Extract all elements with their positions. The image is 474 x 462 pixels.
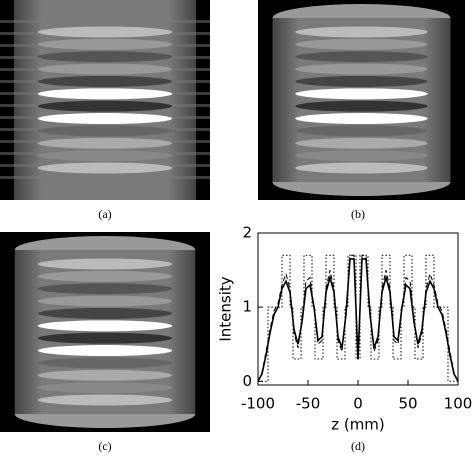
disk	[295, 51, 428, 63]
caption: (a)	[98, 207, 111, 221]
disk	[37, 345, 173, 357]
image-a	[0, 0, 210, 200]
disk	[295, 88, 428, 100]
disk	[37, 150, 173, 162]
x-tick-label: 100	[444, 395, 473, 413]
disk	[37, 75, 173, 87]
line-chart: -100 -50 0 50 100 0 1 2 z (mm) Intensity	[217, 224, 473, 434]
disk	[37, 63, 173, 75]
disk	[37, 113, 173, 125]
disk	[295, 125, 428, 137]
disk	[295, 137, 428, 149]
disk	[37, 394, 173, 406]
disk	[37, 283, 173, 295]
disk	[37, 125, 173, 137]
disk	[295, 26, 428, 38]
disk	[37, 88, 173, 100]
series-line	[258, 254, 458, 382]
streak	[0, 20, 210, 23]
disk	[37, 320, 173, 332]
disk	[37, 332, 173, 344]
series-line	[257, 254, 459, 382]
disk	[37, 137, 173, 149]
caption: (d)	[351, 439, 365, 453]
disk	[37, 162, 173, 174]
caption: (b)	[351, 207, 365, 221]
disk	[37, 382, 173, 394]
disk	[37, 307, 173, 319]
image-b	[258, 0, 465, 200]
y-tick-label: 1	[242, 298, 252, 316]
plot-frame	[257, 232, 459, 386]
disk	[37, 100, 173, 112]
disk	[295, 75, 428, 87]
y-tick-label: 2	[242, 224, 252, 242]
y-tick-label: 0	[242, 372, 252, 390]
x-tick-label: 0	[353, 395, 363, 413]
series-line	[257, 258, 459, 382]
disk	[37, 51, 173, 63]
streak	[0, 176, 210, 179]
y-axis-label: Intensity	[217, 276, 235, 341]
x-axis-label: z (mm)	[331, 416, 385, 434]
disk	[37, 295, 173, 307]
x-tick-label: 50	[398, 395, 417, 413]
disk	[295, 100, 428, 112]
disk	[295, 162, 428, 174]
caption: (c)	[98, 439, 111, 453]
disk	[295, 63, 428, 75]
image-c	[0, 232, 210, 432]
disk	[295, 38, 428, 50]
disk	[295, 150, 428, 162]
disk	[295, 113, 428, 125]
x-tick-label: -50	[296, 395, 321, 413]
disk	[37, 357, 173, 369]
x-tick-label: -100	[241, 395, 275, 413]
disk	[37, 38, 173, 50]
disk	[37, 270, 173, 282]
disk	[37, 369, 173, 381]
disk	[37, 26, 173, 38]
disk	[37, 258, 173, 270]
